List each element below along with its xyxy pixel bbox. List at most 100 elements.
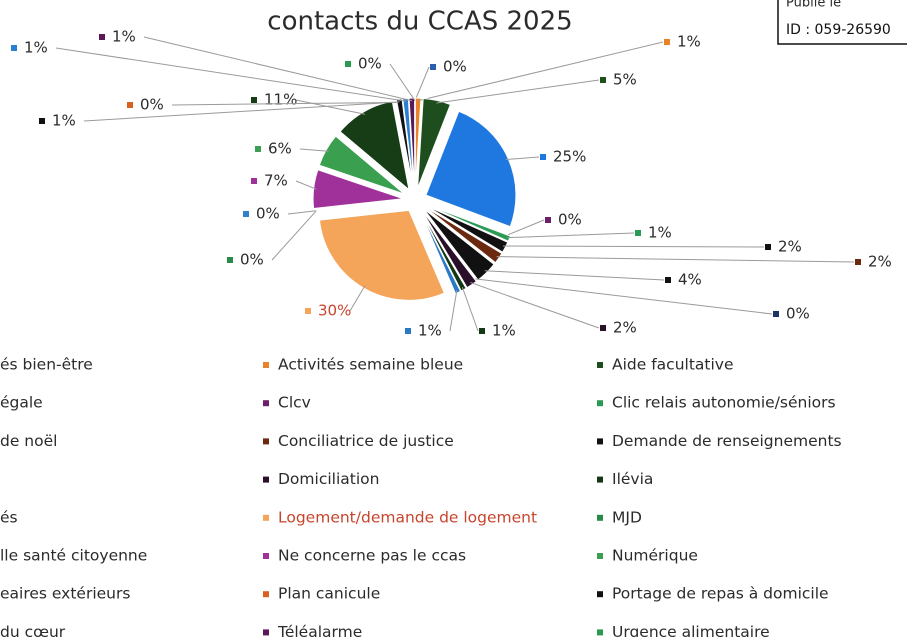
- leader-line: [295, 180, 317, 190]
- leader-line: [299, 148, 329, 152]
- pie-slice: [424, 206, 503, 264]
- label-marker: [635, 230, 641, 236]
- data-label: 11%: [264, 91, 297, 109]
- leader-line: [83, 101, 400, 122]
- legend-marker: [597, 362, 603, 368]
- data-label: 1%: [52, 112, 76, 130]
- leader-line: [287, 210, 317, 215]
- data-label: 0%: [140, 96, 164, 114]
- data-label: 5%: [613, 71, 637, 89]
- leader-line: [414, 66, 430, 101]
- legend-marker: [263, 362, 269, 368]
- leader-line: [349, 285, 366, 312]
- legend-marker: [263, 438, 269, 445]
- pie-slice: [417, 97, 452, 189]
- legend-label: égale: [0, 394, 43, 412]
- pie-slice: [421, 209, 478, 282]
- data-label: 0%: [558, 211, 582, 229]
- legend-marker: [597, 438, 603, 445]
- label-marker: [99, 34, 105, 40]
- leader-line: [449, 289, 458, 332]
- data-label: 1%: [112, 28, 136, 46]
- legend-marker: [597, 476, 603, 483]
- leader-line: [295, 99, 366, 115]
- stamp-line: ID : 059-26590: [786, 22, 891, 38]
- data-label: 25%: [553, 148, 586, 166]
- legend-marker: [263, 514, 269, 521]
- legend-marker: [263, 400, 269, 407]
- pie-slice: [419, 210, 462, 295]
- legend-label: Plan canicule: [278, 585, 380, 603]
- legend-label: Téléalarme: [277, 623, 362, 637]
- data-label: 0%: [240, 251, 264, 269]
- label-marker: [545, 217, 551, 223]
- legend-label: de noël: [0, 432, 57, 450]
- label-marker: [665, 277, 671, 283]
- leader-line: [417, 41, 664, 102]
- legend-marker: [263, 591, 269, 598]
- legend-label: Clic relais autonomie/séniors: [612, 394, 836, 412]
- data-label: 0%: [358, 55, 382, 73]
- leader-line: [502, 245, 765, 248]
- data-label: 1%: [418, 322, 442, 340]
- legend-marker: [263, 553, 269, 559]
- legend-label: és: [0, 508, 18, 526]
- data-label: 6%: [268, 140, 292, 158]
- label-marker: [430, 64, 436, 70]
- legend-label: MJD: [612, 508, 642, 526]
- data-label: 1%: [677, 33, 701, 51]
- leader-line: [484, 270, 665, 281]
- pie-slice: [318, 135, 405, 195]
- data-label: 0%: [256, 205, 280, 223]
- legend-marker: [263, 629, 269, 636]
- legend-label: Domiciliation: [278, 470, 379, 488]
- data-label: 1%: [24, 39, 48, 57]
- legend-label: Activités semaine bleue: [278, 356, 463, 374]
- label-marker: [251, 97, 257, 103]
- leader-line: [143, 36, 413, 102]
- legend-marker: [597, 553, 603, 559]
- label-marker: [600, 325, 606, 331]
- legend-label: Conciliatrice de justice: [278, 432, 454, 450]
- label-marker: [127, 102, 133, 108]
- legend-label: Aide facultative: [612, 356, 734, 374]
- label-marker: [479, 328, 485, 334]
- pie-slice: [312, 169, 404, 210]
- label-marker: [39, 118, 45, 124]
- label-marker: [345, 61, 351, 67]
- leader-line: [506, 232, 635, 239]
- data-label: 30%: [318, 302, 351, 320]
- label-marker: [765, 244, 771, 250]
- legend-label: Ilévia: [612, 470, 653, 488]
- data-label: 2%: [613, 319, 637, 337]
- leader-line: [271, 210, 317, 261]
- legend-label: du cœur: [0, 623, 66, 637]
- legend-marker: [597, 591, 603, 598]
- pie-slice: [423, 208, 495, 281]
- leader-line: [461, 287, 479, 332]
- data-label: 2%: [868, 253, 892, 271]
- leader-line: [389, 63, 416, 101]
- leader-line: [505, 156, 540, 161]
- legend-marker: [263, 476, 269, 483]
- data-label: 0%: [786, 305, 810, 323]
- label-marker: [855, 259, 861, 265]
- data-label: 1%: [492, 322, 516, 340]
- pie-slice: [425, 204, 512, 242]
- leader-line: [436, 79, 600, 104]
- legend-label: eaires extérieurs: [0, 585, 130, 603]
- legend-label: Logement/demande de logement: [278, 508, 537, 526]
- data-label: 0%: [443, 58, 467, 76]
- legend-label: és bien-être: [0, 356, 93, 374]
- leader-line: [496, 256, 855, 263]
- pie-slice: [425, 205, 509, 253]
- leader-line: [470, 281, 600, 329]
- data-label: 1%: [648, 224, 672, 242]
- label-marker: [227, 257, 233, 263]
- label-marker: [243, 211, 249, 217]
- pie-slice: [339, 100, 410, 191]
- pie-slice: [421, 209, 478, 289]
- label-marker: [405, 328, 411, 334]
- legend-label: lle santé citoyenne: [0, 547, 147, 565]
